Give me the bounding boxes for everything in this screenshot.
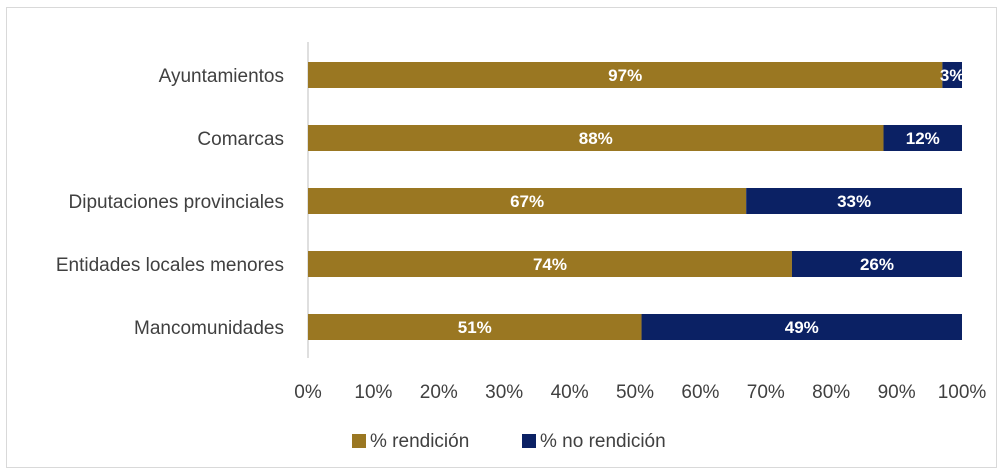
data-label: 88% xyxy=(579,129,613,148)
x-tick-label: 50% xyxy=(616,382,654,403)
category-label: Ayuntamientos xyxy=(159,66,284,87)
category-label: Diputaciones provinciales xyxy=(69,192,284,213)
data-label: 97% xyxy=(608,66,642,85)
x-tick-label: 20% xyxy=(420,382,458,403)
data-label: 26% xyxy=(860,255,894,274)
legend-label: % rendición xyxy=(370,431,469,452)
data-label: 12% xyxy=(906,129,940,148)
category-label: Entidades locales menores xyxy=(56,255,284,276)
legend-label: % no rendición xyxy=(540,431,666,452)
x-tick-label: 90% xyxy=(878,382,916,403)
bar-segment xyxy=(308,62,943,88)
category-label: Mancomunidades xyxy=(134,318,284,339)
data-label: 49% xyxy=(785,318,819,337)
bar-segment xyxy=(641,314,962,340)
legend: % rendición % no rendición xyxy=(352,431,666,452)
bar-segment xyxy=(308,188,747,214)
data-label: 33% xyxy=(837,192,871,211)
legend-swatch xyxy=(352,434,366,448)
x-tick-label: 60% xyxy=(681,382,719,403)
x-tick-label: 0% xyxy=(294,382,322,403)
x-axis-tick-labels: 0% 10% 20% 30% 40% 50% 60% 70% 80% 90% 100% xyxy=(294,382,986,403)
category-label: Comarcas xyxy=(197,129,284,150)
data-label: 51% xyxy=(458,318,492,337)
x-tick-label: 40% xyxy=(551,382,589,403)
bar-segment xyxy=(883,125,962,151)
bar-segment xyxy=(791,251,962,277)
x-tick-label: 70% xyxy=(747,382,785,403)
bar-segment xyxy=(308,314,642,340)
data-label: 3% xyxy=(940,66,965,85)
x-tick-label: 10% xyxy=(354,382,392,403)
data-label: 74% xyxy=(533,255,567,274)
category-labels: Ayuntamientos Comarcas Diputaciones provin… xyxy=(56,66,284,339)
bar-segment xyxy=(942,62,962,88)
data-label: 67% xyxy=(510,192,544,211)
x-tick-label: 30% xyxy=(485,382,523,403)
bar-segment xyxy=(308,125,884,151)
x-tick-label: 100% xyxy=(938,382,987,403)
legend-swatch xyxy=(522,434,536,448)
bar-segment xyxy=(746,188,962,214)
bars-group: 97% 3% 88% 12% 67% 33% 74% 26% 51% 49% xyxy=(308,62,964,340)
x-tick-label: 80% xyxy=(812,382,850,403)
bar-segment xyxy=(308,251,792,277)
